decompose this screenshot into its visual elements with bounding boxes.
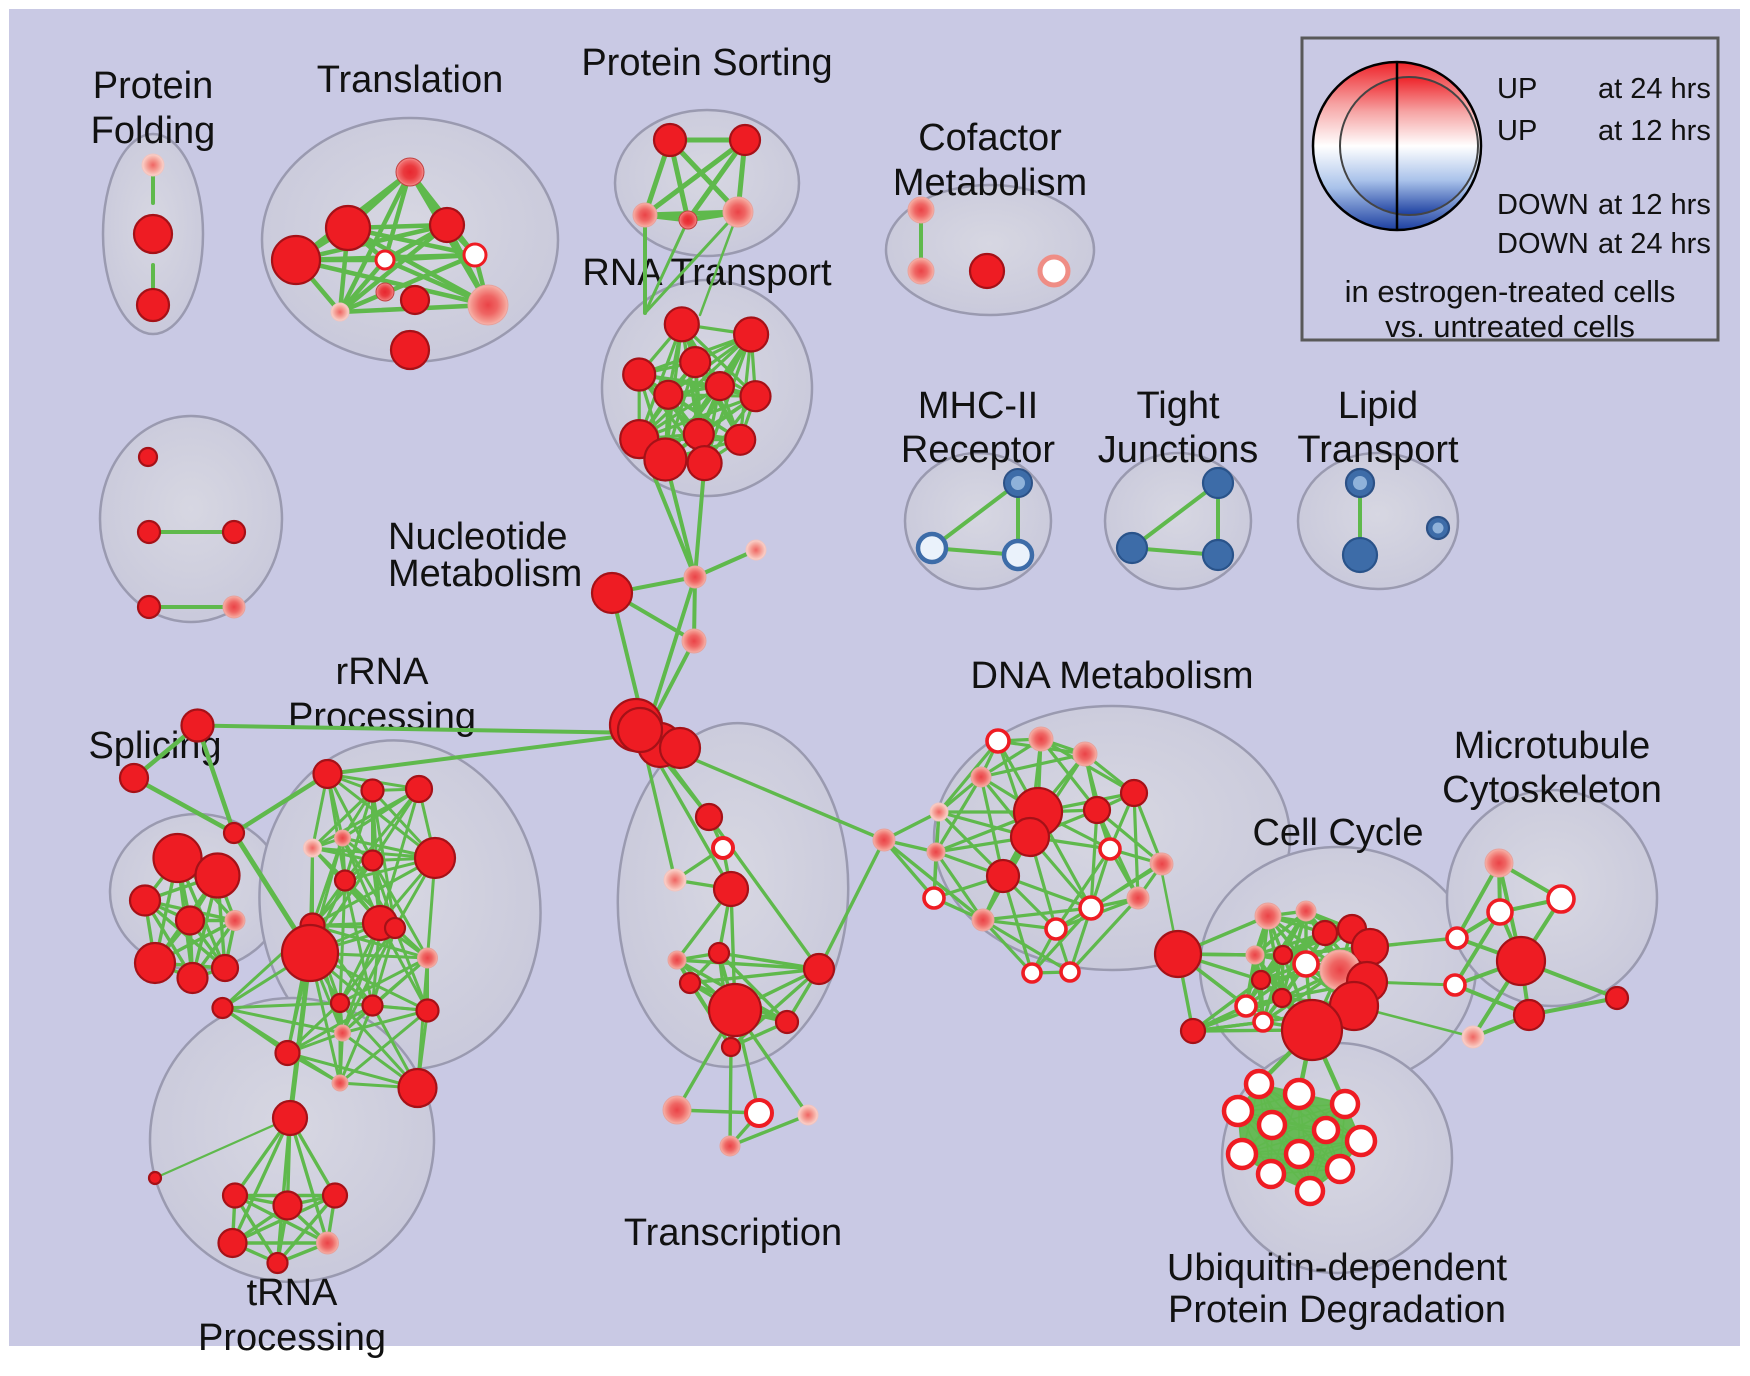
- svg-text:Cytoskeleton: Cytoskeleton: [1442, 769, 1662, 811]
- svg-text:at 12 hrs: at 12 hrs: [1598, 189, 1711, 221]
- svg-text:vs. untreated cells: vs. untreated cells: [1385, 309, 1635, 344]
- svg-text:DOWN: DOWN: [1497, 228, 1589, 260]
- svg-text:Protein Sorting: Protein Sorting: [581, 42, 832, 84]
- svg-text:Folding: Folding: [91, 110, 216, 152]
- svg-text:Receptor: Receptor: [901, 429, 1056, 471]
- svg-text:Translation: Translation: [317, 59, 504, 101]
- svg-text:Protein Degradation: Protein Degradation: [1168, 1289, 1506, 1331]
- svg-text:Metabolism: Metabolism: [388, 553, 582, 595]
- svg-text:Lipid: Lipid: [1338, 385, 1418, 427]
- svg-text:Microtubule: Microtubule: [1454, 725, 1650, 767]
- svg-text:Tight: Tight: [1136, 385, 1220, 427]
- svg-text:Protein: Protein: [93, 65, 213, 107]
- svg-text:tRNA: tRNA: [247, 1272, 338, 1314]
- svg-text:Processing: Processing: [198, 1317, 386, 1359]
- svg-text:Transcription: Transcription: [624, 1212, 842, 1254]
- svg-text:Transport: Transport: [1297, 429, 1459, 471]
- svg-text:Nucleotide: Nucleotide: [388, 516, 568, 558]
- svg-text:DNA Metabolism: DNA Metabolism: [971, 655, 1254, 697]
- svg-text:Cofactor: Cofactor: [918, 117, 1062, 159]
- svg-text:DOWN: DOWN: [1497, 189, 1589, 221]
- svg-text:at 12 hrs: at 12 hrs: [1598, 115, 1711, 147]
- svg-text:at 24 hrs: at 24 hrs: [1598, 73, 1711, 105]
- svg-text:MHC-II: MHC-II: [918, 385, 1038, 427]
- svg-text:rRNA: rRNA: [336, 651, 430, 693]
- svg-text:UP: UP: [1497, 115, 1537, 147]
- svg-text:RNA Transport: RNA Transport: [582, 252, 832, 294]
- svg-text:Junctions: Junctions: [1098, 429, 1259, 471]
- svg-text:UP: UP: [1497, 73, 1537, 105]
- svg-text:in estrogen-treated cells: in estrogen-treated cells: [1345, 274, 1676, 309]
- svg-text:at 24 hrs: at 24 hrs: [1598, 228, 1711, 260]
- svg-text:Ubiquitin-dependent: Ubiquitin-dependent: [1167, 1247, 1508, 1289]
- svg-text:Cell Cycle: Cell Cycle: [1252, 812, 1423, 854]
- svg-text:Processing: Processing: [288, 696, 476, 738]
